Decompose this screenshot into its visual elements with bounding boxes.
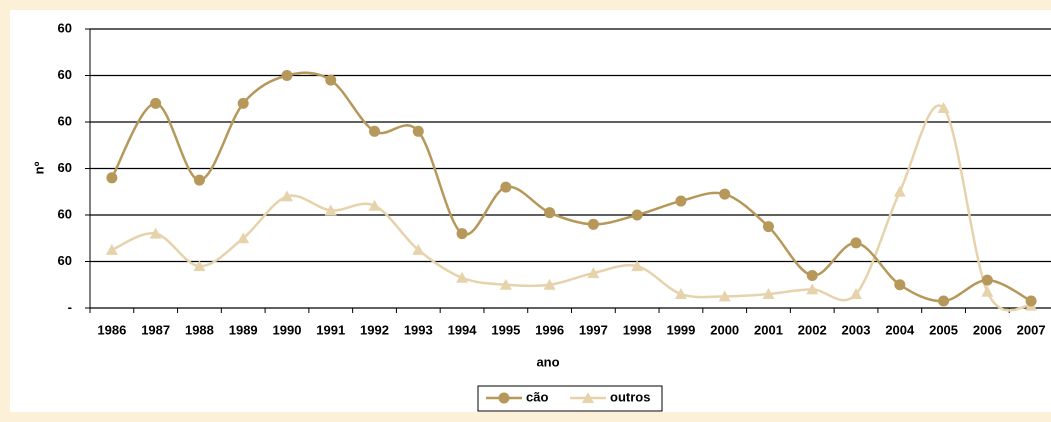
point-marker bbox=[893, 185, 906, 197]
x-tick-label: 1993 bbox=[404, 322, 433, 337]
x-tick-label: 2004 bbox=[885, 322, 915, 337]
x-tick-label: 2007 bbox=[1017, 322, 1046, 337]
x-tick-label: 2005 bbox=[929, 322, 958, 337]
x-tick-label: 2000 bbox=[710, 322, 739, 337]
point-marker bbox=[106, 172, 118, 184]
point-marker bbox=[237, 232, 250, 244]
point-marker bbox=[806, 283, 819, 295]
point-marker bbox=[149, 227, 162, 239]
x-tick-label: 1986 bbox=[97, 322, 126, 337]
x-tick-label: 1998 bbox=[623, 322, 652, 337]
point-marker bbox=[674, 288, 687, 300]
point-marker bbox=[806, 269, 818, 281]
y-axis-title: nº bbox=[31, 161, 46, 174]
x-tick-label: 2002 bbox=[798, 322, 827, 337]
point-marker bbox=[850, 288, 863, 300]
point-marker bbox=[412, 125, 424, 137]
point-marker bbox=[587, 267, 600, 279]
point-marker bbox=[325, 74, 337, 86]
point-marker bbox=[850, 237, 862, 249]
point-marker bbox=[280, 190, 293, 202]
x-tick-label: 1999 bbox=[666, 322, 695, 337]
y-tick-label: 60 bbox=[58, 160, 72, 175]
point-marker bbox=[981, 274, 993, 286]
x-tick-label: 1987 bbox=[141, 322, 170, 337]
point-marker bbox=[718, 290, 731, 302]
point-marker bbox=[456, 271, 469, 283]
point-marker bbox=[499, 278, 512, 290]
point-marker bbox=[894, 279, 906, 291]
legend-label: outros bbox=[610, 389, 650, 404]
point-marker bbox=[193, 260, 206, 272]
y-tick-label: 60 bbox=[58, 67, 72, 82]
y-tick-label: 60 bbox=[58, 113, 72, 128]
point-marker bbox=[762, 221, 774, 233]
x-tick-label: 1995 bbox=[491, 322, 520, 337]
point-marker bbox=[719, 188, 731, 200]
x-axis-title: ano bbox=[536, 354, 559, 369]
point-marker bbox=[582, 392, 594, 403]
point-marker bbox=[1025, 295, 1037, 307]
point-marker bbox=[193, 174, 205, 186]
chart-panel bbox=[10, 10, 1051, 412]
point-marker bbox=[675, 195, 687, 207]
point-marker bbox=[937, 102, 950, 114]
point-marker bbox=[981, 285, 994, 297]
x-tick-label: 2006 bbox=[973, 322, 1002, 337]
y-tick-label: - bbox=[68, 299, 72, 314]
y-tick-label: 60 bbox=[58, 206, 72, 221]
point-marker bbox=[544, 207, 556, 219]
x-tick-label: 1991 bbox=[316, 322, 345, 337]
y-tick-label: 60 bbox=[58, 20, 72, 35]
point-marker bbox=[369, 125, 381, 137]
y-tick-label: 60 bbox=[58, 253, 72, 268]
point-marker bbox=[938, 295, 950, 307]
x-tick-label: 1994 bbox=[448, 322, 478, 337]
point-marker bbox=[500, 181, 512, 193]
x-tick-label: 1996 bbox=[535, 322, 564, 337]
point-marker bbox=[281, 70, 293, 81]
point-marker bbox=[587, 218, 599, 230]
x-tick-label: 1988 bbox=[185, 322, 214, 337]
point-marker bbox=[631, 260, 644, 272]
point-marker bbox=[412, 243, 425, 255]
point-marker bbox=[543, 278, 556, 290]
point-marker bbox=[237, 97, 249, 109]
x-tick-label: 2001 bbox=[754, 322, 783, 337]
point-marker bbox=[456, 228, 468, 240]
point-marker bbox=[324, 204, 337, 216]
point-marker bbox=[498, 392, 510, 404]
point-marker bbox=[631, 209, 643, 221]
x-tick-label: 1997 bbox=[579, 322, 608, 337]
point-marker bbox=[105, 243, 118, 255]
point-marker bbox=[368, 199, 381, 211]
x-tick-label: 1990 bbox=[273, 322, 302, 337]
point-marker bbox=[762, 288, 775, 300]
x-tick-label: 2003 bbox=[842, 322, 871, 337]
legend-label: cão bbox=[526, 389, 548, 404]
x-tick-label: 1992 bbox=[360, 322, 389, 337]
point-marker bbox=[150, 97, 162, 109]
x-tick-label: 1989 bbox=[229, 322, 258, 337]
